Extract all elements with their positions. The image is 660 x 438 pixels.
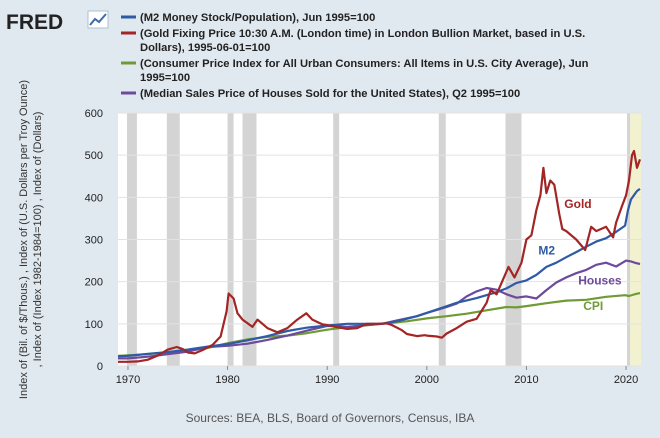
legend-item: (Median Sales Price of Houses Sold for t… <box>121 88 520 100</box>
x-tick-label: 1970 <box>116 374 140 386</box>
x-tick-label: 2000 <box>415 374 439 386</box>
legend-label: (Gold Fixing Price 10:30 A.M. (London ti… <box>140 28 585 40</box>
y-axis-ticks: 0 100 200 300 400 500 600 <box>85 108 103 373</box>
legend-item: (Consumer Price Index for All Urban Cons… <box>121 58 589 84</box>
source-text: Sources: BEA, BLS, Board of Governors, C… <box>186 411 475 425</box>
y-axis-label: Index of (Bil. of $/Thous.) , Index of (… <box>18 80 44 399</box>
x-tick-label: 2010 <box>514 374 538 386</box>
y-tick-label: 100 <box>85 319 103 331</box>
legend-label: (M2 Money Stock/Population), Jun 1995=10… <box>140 12 375 24</box>
y-tick-label: 300 <box>85 235 103 247</box>
x-axis-ticks: 1970 1980 1990 2000 2010 2020 <box>116 366 638 386</box>
y-axis-label-line: , Index of (Index 1982-1984=100) , Index… <box>32 112 44 368</box>
series-annotation: M2 <box>538 243 555 257</box>
plot-area: M2 Gold CPI Houses <box>117 112 642 367</box>
y-tick-label: 0 <box>97 361 103 373</box>
series-annotations: M2 Gold CPI Houses <box>538 197 622 313</box>
legend-label: (Median Sales Price of Houses Sold for t… <box>140 88 520 100</box>
x-tick-label: 1990 <box>315 374 339 386</box>
series-annotation: CPI <box>583 299 603 313</box>
y-axis-label-line: Index of (Bil. of $/Thous.) , Index of (… <box>18 80 30 399</box>
series-line <box>118 149 642 363</box>
chart-line-icon <box>87 10 109 29</box>
legend-item: (Gold Fixing Price 10:30 A.M. (London ti… <box>121 28 585 54</box>
x-tick-label: 1980 <box>215 374 239 386</box>
series-lines <box>117 149 642 363</box>
logo-text: FRED <box>6 11 63 34</box>
legend: (M2 Money Stock/Population), Jun 1995=10… <box>121 12 589 100</box>
fred-logo[interactable]: FRED <box>6 10 109 34</box>
legend-label: (Consumer Price Index for All Urban Cons… <box>140 58 589 70</box>
legend-label: Dollars), 1995-06-01=100 <box>140 42 270 54</box>
series-annotation: Gold <box>564 197 591 211</box>
legend-item: (M2 Money Stock/Population), Jun 1995=10… <box>121 12 375 24</box>
y-tick-label: 200 <box>85 277 103 289</box>
series-annotation: Houses <box>578 274 622 288</box>
x-tick-label: 2020 <box>614 374 638 386</box>
y-tick-label: 500 <box>85 150 103 162</box>
y-tick-label: 400 <box>85 192 103 204</box>
y-tick-label: 600 <box>85 108 103 120</box>
legend-label: 1995=100 <box>140 72 190 84</box>
series-line <box>118 259 641 360</box>
